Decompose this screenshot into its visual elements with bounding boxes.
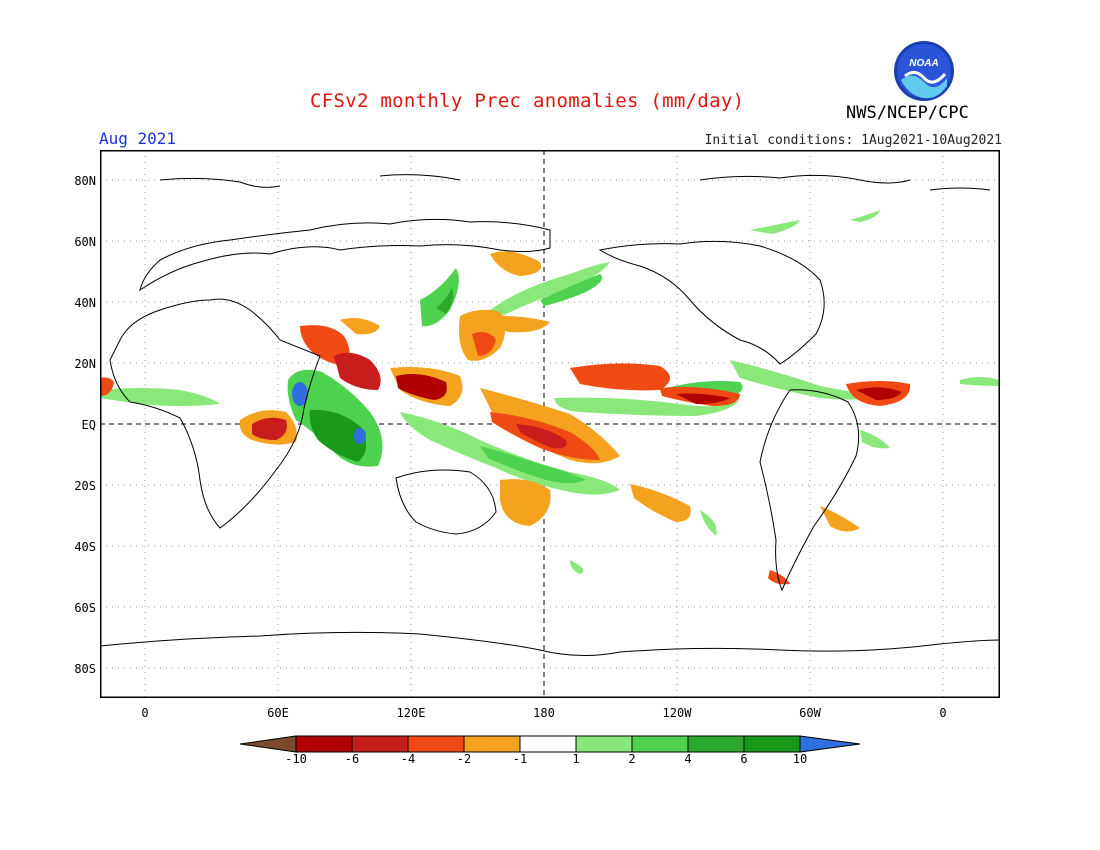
- lat-label-20n: 20N: [74, 357, 96, 371]
- lat-label-40s: 40S: [74, 540, 96, 554]
- colorbar-low-arrow: [240, 735, 297, 753]
- precip-anomaly-map: [100, 150, 1000, 698]
- lat-label-eq: EQ: [81, 418, 96, 432]
- lon-label-180: 180: [533, 706, 555, 720]
- colorbar-label: -4: [400, 752, 416, 766]
- lat-label-80n: 80N: [74, 174, 96, 188]
- chart-title: CFSv2 monthly Prec anomalies (mm/day): [310, 90, 745, 112]
- colorbar-cell: [743, 735, 801, 753]
- colorbar-cell: [575, 735, 633, 753]
- lon-label-0-east: 0: [939, 706, 947, 720]
- forecast-month: Aug 2021: [99, 129, 177, 148]
- lat-label-80s: 80S: [74, 662, 96, 676]
- map-gridlines: [100, 150, 1000, 698]
- colorbar-cell: [519, 735, 577, 753]
- coastlines: [100, 174, 1000, 657]
- noaa-logo-icon: NOAA: [894, 41, 954, 101]
- colorbar-high-arrow: [799, 735, 860, 753]
- colorbar-cell: [631, 735, 689, 753]
- lat-label-60s: 60S: [74, 601, 96, 615]
- colorbar-cell: [687, 735, 745, 753]
- lat-label-40n: 40N: [74, 296, 96, 310]
- positive-anomaly-areas: [100, 210, 1000, 574]
- svg-text:NOAA: NOAA: [909, 58, 938, 69]
- lat-label-60n: 60N: [74, 235, 96, 249]
- colorbar-label: 2: [628, 752, 636, 766]
- colorbar-cell: [463, 735, 521, 753]
- colorbar-label: -6: [344, 752, 360, 766]
- lon-label-0: 0: [141, 706, 149, 720]
- lat-label-20s: 20S: [74, 479, 96, 493]
- colorbar-label: 1: [572, 752, 580, 766]
- colorbar-cell: [407, 735, 465, 753]
- colorbar: [240, 735, 860, 753]
- lon-label-120e: 120E: [396, 706, 426, 720]
- colorbar-cell: [295, 735, 353, 753]
- colorbar-label: 10: [792, 752, 808, 766]
- lon-label-120w: 120W: [662, 706, 692, 720]
- lon-label-60w: 60W: [799, 706, 821, 720]
- negative-anomaly-areas: [100, 251, 911, 585]
- colorbar-label: 6: [740, 752, 748, 766]
- colorbar-cell: [351, 735, 409, 753]
- lon-label-60e: 60E: [267, 706, 289, 720]
- colorbar-label: -2: [456, 752, 472, 766]
- colorbar-label: 4: [684, 752, 692, 766]
- agency-label: NWS/NCEP/CPC: [846, 103, 969, 123]
- colorbar-label: -10: [285, 752, 307, 766]
- colorbar-label: -1: [512, 752, 528, 766]
- initial-conditions: Initial conditions: 1Aug2021-10Aug2021: [704, 133, 1002, 148]
